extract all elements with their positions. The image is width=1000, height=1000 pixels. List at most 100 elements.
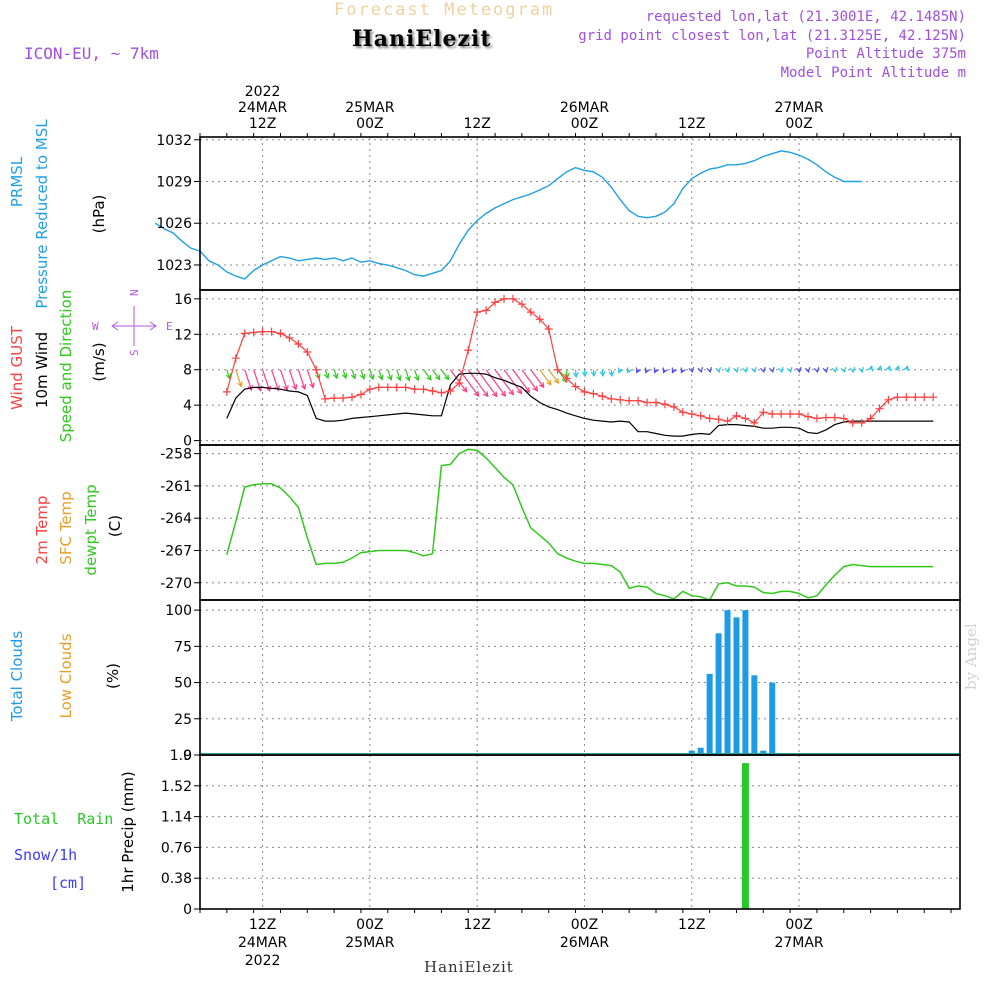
top-time-label: 00Z — [785, 116, 812, 132]
top-time-label: 00Z — [571, 116, 598, 132]
y-tick-label: 1.52 — [161, 779, 192, 795]
gust-marker — [723, 417, 732, 426]
gust-marker — [294, 340, 303, 349]
dewpoint-line — [226, 448, 934, 601]
wind-arrow-head — [405, 375, 411, 382]
wind-arrow-head — [795, 366, 802, 374]
y-tick-label: 8 — [183, 363, 192, 379]
total-cloud-bar — [715, 633, 722, 755]
panel-frame-precip — [199, 754, 961, 910]
rain-bar — [741, 763, 749, 909]
wind-arrow-head — [237, 381, 243, 388]
wind-arrow-head — [751, 366, 757, 374]
y-tick-label: -270 — [160, 576, 192, 592]
gust-marker — [804, 412, 812, 421]
wind-arrow-head — [461, 386, 468, 393]
gust-marker — [634, 396, 643, 405]
total-cloud-bar — [697, 747, 704, 755]
wind-arrow-head — [715, 366, 721, 374]
wind-arrow-head — [840, 366, 847, 374]
wind-arrow-head — [396, 375, 402, 382]
gust-marker — [222, 387, 231, 396]
pressure-line — [154, 150, 862, 280]
gust-marker — [464, 346, 473, 355]
wind-arrow-head — [546, 379, 552, 386]
snow-unit-label: [cm] — [50, 874, 86, 892]
wind-arrow-head — [706, 366, 713, 374]
gust-marker — [589, 389, 598, 398]
gust-marker — [920, 393, 929, 402]
wind-direction-arrow — [414, 369, 419, 381]
wind-direction-arrow — [396, 369, 401, 381]
y-tick-label: 100 — [165, 603, 192, 619]
y-tick-label: 1.14 — [161, 810, 192, 826]
y-tick-label: 1026 — [156, 216, 192, 232]
side-labels: PRMSL Pressure Reduced to MSL (hPa) Wind GU… — [8, 119, 173, 893]
panel-frame-clouds — [199, 599, 961, 756]
wind-arrow-head — [760, 366, 766, 374]
wind-arrow-head — [225, 373, 232, 380]
model-name: ICON-EU, ~ 7km — [24, 44, 159, 63]
gust-marker — [392, 383, 401, 392]
gust-marker — [848, 418, 857, 427]
y-tick-label: -267 — [160, 543, 192, 559]
gust-marker — [696, 411, 705, 420]
gust-marker — [598, 392, 607, 401]
wind-unit: (m/s) — [90, 342, 108, 381]
tick-labels: 1023 1026 1029 1032 0 4 8 12 16 -270 -267 -264 -261 -… — [156, 84, 824, 969]
total-clouds-label: Total Clouds — [8, 631, 26, 723]
wind-arrow-head — [553, 377, 560, 385]
gust-marker — [625, 396, 634, 405]
wind-arrow-head — [341, 373, 348, 380]
y-tick-label: 12 — [174, 327, 192, 343]
wind-direction-arrow — [494, 369, 514, 395]
gust-marker — [285, 333, 294, 342]
top-time-label: 00Z — [356, 116, 383, 132]
top-time-label: 12Z — [678, 116, 705, 132]
gust-marker — [249, 328, 258, 337]
compass-south: S — [128, 349, 141, 356]
y-tick-label: 0 — [183, 748, 192, 764]
wind-arrow-head — [491, 391, 498, 398]
clouds-unit: (%) — [104, 663, 122, 689]
temp-sfc-label: SFC Temp — [57, 491, 75, 564]
compass-east: E — [166, 320, 173, 333]
wind-arrow-head — [482, 391, 489, 398]
temp-2m-label: 2m Temp — [33, 496, 51, 565]
wind-direction-arrow — [449, 369, 468, 393]
bottom-time-label: 00Z — [571, 917, 598, 933]
top-time-label: 24MAR — [238, 100, 287, 116]
gust-marker — [830, 413, 839, 422]
wind-direction-arrow — [423, 369, 432, 381]
wind-arrow-head — [822, 366, 829, 374]
bottom-time-label: 24MAR — [238, 935, 287, 951]
wind-arrow-head — [332, 373, 339, 380]
gust-marker — [750, 418, 759, 427]
wind-arrow-head — [516, 388, 523, 395]
gust-marker — [857, 418, 866, 427]
wind-direction-arrow — [467, 369, 489, 397]
gust-marker — [348, 393, 356, 402]
pressure-unit: (hPa) — [90, 195, 108, 234]
wind-arrow-head — [564, 372, 570, 379]
credit: by Angel — [962, 623, 980, 690]
top-time-label: 12Z — [249, 116, 276, 132]
gust-marker — [365, 385, 374, 394]
gust-marker — [812, 414, 821, 423]
wind-arrow-head — [532, 385, 539, 392]
wind-arrow-head — [581, 371, 588, 378]
y-tick-label: 1.9 — [170, 748, 192, 764]
gust-line — [226, 298, 934, 424]
gust-marker — [437, 388, 446, 397]
wind-arrow-head — [733, 366, 739, 374]
precip-axis-label: 1hr Precip (mm) — [119, 771, 137, 892]
wind-arrow-head — [903, 365, 909, 372]
wind-arrow-head — [538, 382, 545, 389]
gust-marker — [875, 404, 884, 413]
wind-direction-arrow — [262, 369, 271, 391]
wind-arrow-head — [653, 367, 660, 374]
wind-direction-arrow — [485, 369, 506, 397]
wind-direction-arrow — [539, 369, 552, 386]
wind-direction-arrow — [226, 369, 231, 379]
